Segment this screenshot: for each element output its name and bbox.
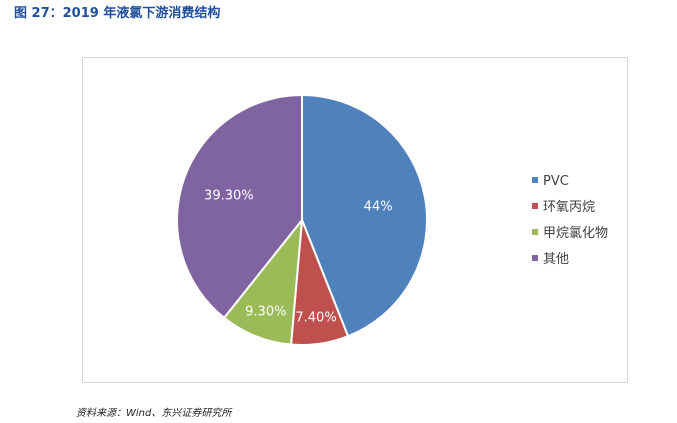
pie-slice-3 — [176, 93, 303, 320]
data-label-0: 44% — [364, 199, 393, 214]
legend-label-1: 环氧丙烷 — [543, 200, 595, 215]
legend-swatch-0 — [532, 177, 538, 183]
figure-title: 图 27：2019 年液氯下游消费结构 — [14, 6, 221, 21]
source-note: 资料来源：Wind、东兴证券研究所 — [76, 408, 232, 419]
legend-label-0: PVC — [543, 174, 569, 189]
data-label-2: 9.30% — [245, 305, 286, 320]
legend-label-2: 甲烷氯化物 — [543, 226, 608, 241]
legend-label-3: 其他 — [543, 252, 569, 267]
legend-swatch-1 — [532, 203, 538, 209]
pie-data-labels: 44% 7.40% 9.30% 39.30% — [204, 188, 393, 325]
data-label-3: 39.30% — [204, 188, 254, 203]
pie-slice-0 — [301, 93, 428, 338]
pie-slices — [176, 93, 428, 346]
legend-swatch-2 — [532, 229, 538, 235]
legend-swatch-3 — [532, 255, 538, 261]
data-label-1: 7.40% — [295, 310, 336, 325]
